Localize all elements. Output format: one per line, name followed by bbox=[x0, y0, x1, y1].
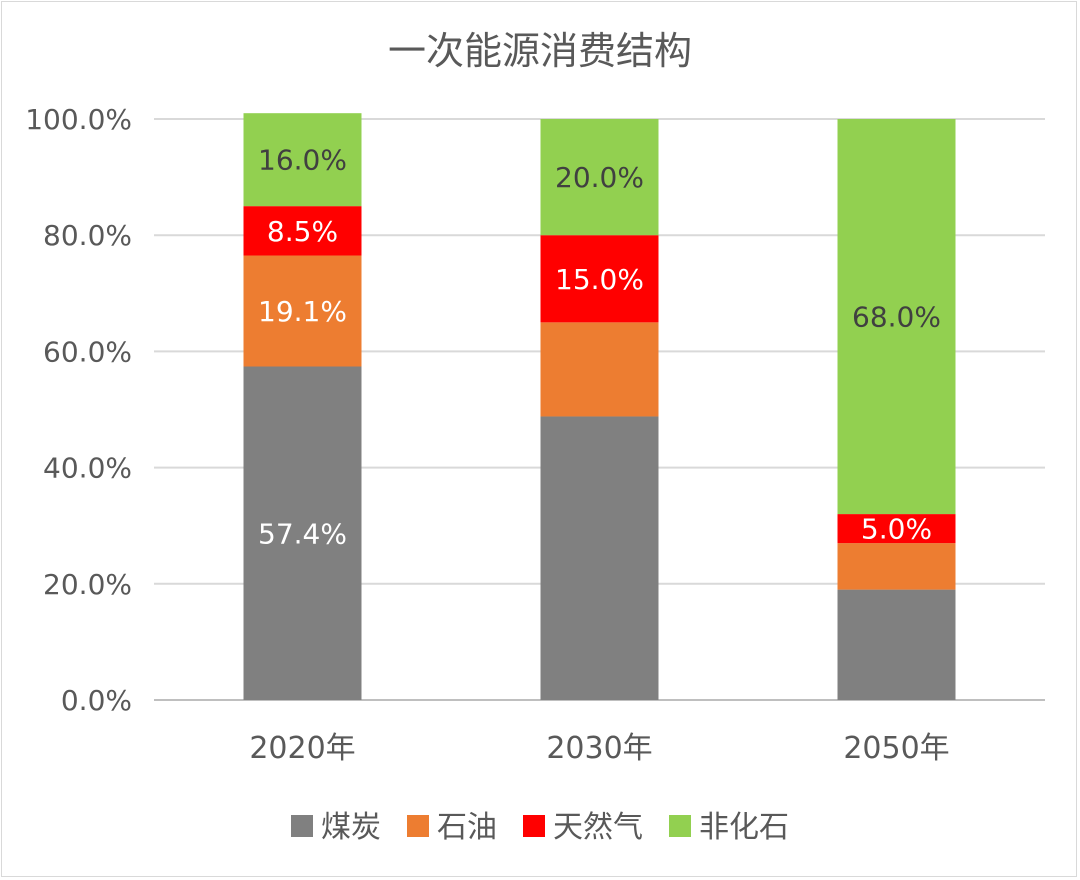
data-label: 68.0% bbox=[852, 301, 941, 334]
legend-label: 煤炭 bbox=[321, 810, 381, 845]
legend: 煤炭 石油 天然气 非化石 bbox=[291, 810, 789, 845]
y-tick-label: 80.0% bbox=[43, 219, 132, 252]
legend-swatch bbox=[407, 815, 429, 837]
data-label: 20.0% bbox=[555, 161, 644, 194]
x-category-label: 2030年 bbox=[546, 731, 652, 766]
bar-segment bbox=[243, 366, 362, 700]
y-tick-label: 20.0% bbox=[43, 568, 132, 601]
bars bbox=[243, 113, 956, 700]
bar-segment bbox=[243, 206, 362, 256]
bar-segment bbox=[837, 119, 956, 515]
y-tick-label: 60.0% bbox=[43, 335, 132, 368]
x-axis-categories: 2020年 2030年 2050年 bbox=[249, 731, 949, 766]
y-axis-ticks: 0.0% 20.0% 40.0% 60.0% 80.0% 100.0% bbox=[25, 103, 132, 717]
bar-segment bbox=[540, 416, 659, 700]
data-labels: 57.4% 19.1% 8.5% 16.0% 15.0% 20.0% 5.0% 68.0% bbox=[258, 144, 941, 551]
data-label: 15.0% bbox=[555, 263, 644, 296]
data-label: 57.4% bbox=[258, 517, 347, 550]
bar-segment bbox=[243, 113, 362, 207]
legend-swatch bbox=[523, 815, 545, 837]
legend-label: 石油 bbox=[437, 810, 497, 845]
legend-label: 天然气 bbox=[553, 810, 643, 845]
legend-swatch bbox=[291, 815, 313, 837]
y-tick-label: 0.0% bbox=[61, 684, 132, 717]
legend-label: 非化石 bbox=[699, 810, 789, 845]
bar-segment bbox=[540, 119, 659, 236]
legend-swatch bbox=[669, 815, 691, 837]
bar-segment bbox=[837, 589, 956, 700]
bar-segment bbox=[540, 322, 659, 417]
data-label: 8.5% bbox=[267, 215, 338, 248]
x-category-label: 2050年 bbox=[843, 731, 949, 766]
bar-segment bbox=[243, 255, 362, 367]
chart-title: 一次能源消费结构 bbox=[388, 29, 692, 73]
bar-segment bbox=[837, 543, 956, 590]
data-label: 16.0% bbox=[258, 144, 347, 177]
bar-segment bbox=[837, 514, 956, 544]
data-label: 5.0% bbox=[861, 513, 932, 546]
bar-segment bbox=[540, 235, 659, 323]
data-label: 19.1% bbox=[258, 295, 347, 328]
x-category-label: 2020年 bbox=[249, 731, 355, 766]
y-tick-label: 100.0% bbox=[25, 103, 132, 136]
y-tick-label: 40.0% bbox=[43, 452, 132, 485]
